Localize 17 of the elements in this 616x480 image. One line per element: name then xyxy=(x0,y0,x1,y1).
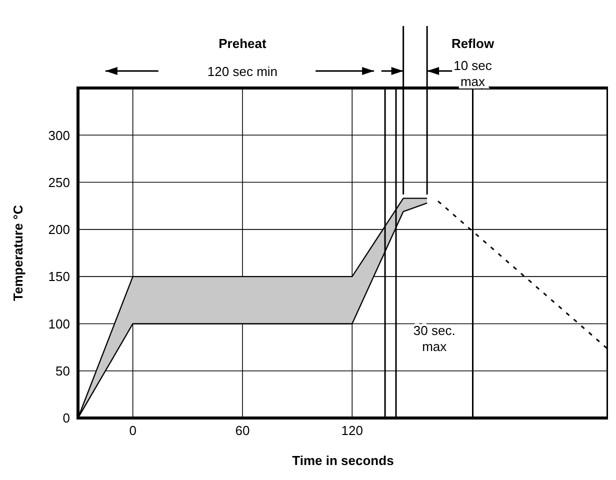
y-tick-label: 50 xyxy=(56,363,70,378)
y-tick-label: 300 xyxy=(48,128,70,143)
y-tick-label: 200 xyxy=(48,222,70,238)
y-tick-label: 250 xyxy=(48,174,70,190)
x-tick-label: 0 xyxy=(129,423,136,438)
text: 120 sec min xyxy=(207,64,278,79)
y-tick-label: 0 xyxy=(62,410,70,426)
y-tick-label: 150 xyxy=(48,269,70,284)
y-tick-label: 100 xyxy=(48,316,70,332)
annotation: 10 sec max xyxy=(454,58,492,89)
x-tick-label: 120 xyxy=(341,423,363,438)
annotation: 30 sec. max xyxy=(413,323,456,354)
text: Preheat xyxy=(218,36,267,51)
x-tick-label: 60 xyxy=(235,423,250,438)
text: Reflow xyxy=(451,36,495,51)
y-axis-title: Temperature °C xyxy=(10,204,26,301)
x-axis-title: Time in seconds xyxy=(292,453,394,468)
